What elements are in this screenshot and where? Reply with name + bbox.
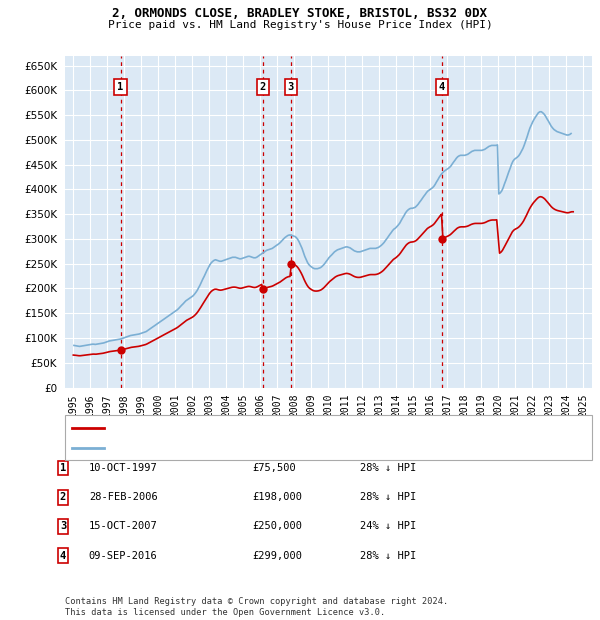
- Text: 24% ↓ HPI: 24% ↓ HPI: [360, 521, 416, 531]
- Text: 09-SEP-2016: 09-SEP-2016: [89, 551, 158, 560]
- Text: £299,000: £299,000: [252, 551, 302, 560]
- Text: 3: 3: [287, 82, 294, 92]
- Text: 28% ↓ HPI: 28% ↓ HPI: [360, 463, 416, 473]
- Text: 4: 4: [60, 551, 66, 560]
- Text: 2: 2: [60, 492, 66, 502]
- Text: 4: 4: [439, 82, 445, 92]
- Text: 2, ORMONDS CLOSE, BRADLEY STOKE, BRISTOL, BS32 0DX (detached house): 2, ORMONDS CLOSE, BRADLEY STOKE, BRISTOL…: [110, 423, 495, 432]
- Text: 1: 1: [118, 82, 124, 92]
- Text: Contains HM Land Registry data © Crown copyright and database right 2024.
This d: Contains HM Land Registry data © Crown c…: [65, 598, 448, 617]
- Text: 28% ↓ HPI: 28% ↓ HPI: [360, 492, 416, 502]
- Text: HPI: Average price, detached house, South Gloucestershire: HPI: Average price, detached house, Sout…: [110, 443, 437, 452]
- Text: 28% ↓ HPI: 28% ↓ HPI: [360, 551, 416, 560]
- Text: 28-FEB-2006: 28-FEB-2006: [89, 492, 158, 502]
- Text: 10-OCT-1997: 10-OCT-1997: [89, 463, 158, 473]
- Text: 2, ORMONDS CLOSE, BRADLEY STOKE, BRISTOL, BS32 0DX: 2, ORMONDS CLOSE, BRADLEY STOKE, BRISTOL…: [113, 7, 487, 20]
- Text: 3: 3: [60, 521, 66, 531]
- Text: 15-OCT-2007: 15-OCT-2007: [89, 521, 158, 531]
- Text: Price paid vs. HM Land Registry's House Price Index (HPI): Price paid vs. HM Land Registry's House …: [107, 20, 493, 30]
- Text: 2: 2: [260, 82, 266, 92]
- Text: £250,000: £250,000: [252, 521, 302, 531]
- Text: £75,500: £75,500: [252, 463, 296, 473]
- Text: £198,000: £198,000: [252, 492, 302, 502]
- Text: 1: 1: [60, 463, 66, 473]
